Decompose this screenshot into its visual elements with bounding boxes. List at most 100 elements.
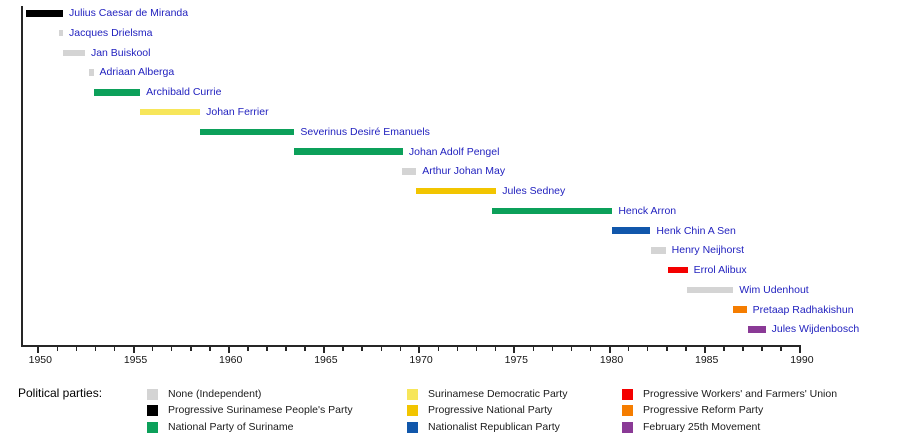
- axis-minor-tick: [209, 347, 211, 351]
- axis-tick-label: 1985: [695, 353, 719, 366]
- axis-minor-tick: [570, 347, 573, 351]
- axis-minor-tick: [456, 347, 459, 351]
- legend-swatch-pwfu: [622, 388, 633, 400]
- axis-minor-tick: [285, 347, 287, 351]
- legend-swatch-none: [147, 388, 158, 400]
- axis-minor-tick: [190, 347, 192, 351]
- axis-minor-tick: [723, 347, 725, 351]
- legend-label-psv: Progressive Surinamese People's Party: [168, 404, 353, 417]
- legend-swatch-f25m: [622, 421, 633, 433]
- timeline-bar: [733, 306, 747, 313]
- axis-major-tick: [798, 347, 801, 353]
- axis-minor-tick: [75, 347, 78, 351]
- timeline-bar: [140, 108, 201, 116]
- axis-minor-tick: [551, 347, 554, 351]
- axis-tick-label: 1960: [219, 353, 243, 366]
- legend-title: Political parties:: [18, 386, 103, 400]
- person-label[interactable]: Jacques Drielsma: [69, 26, 153, 39]
- timeline-bar: [200, 128, 295, 136]
- person-label[interactable]: Errol Alibux: [693, 264, 747, 277]
- person-label[interactable]: Adriaan Alberga: [99, 66, 175, 79]
- axis-minor-tick: [56, 347, 59, 351]
- axis-tick-label: 1970: [409, 353, 433, 366]
- person-label[interactable]: Pretaap Radhakishun: [752, 303, 854, 316]
- person-label[interactable]: Arthur Johan May: [422, 165, 506, 178]
- axis-major-tick: [418, 347, 421, 353]
- person-label[interactable]: Henry Neijhorst: [671, 244, 745, 257]
- person-label[interactable]: Archibald Currie: [146, 86, 222, 99]
- axis-major-tick: [322, 347, 325, 353]
- axis-major-tick: [227, 347, 230, 353]
- axis-minor-tick: [589, 347, 592, 351]
- axis-minor-tick: [628, 347, 630, 351]
- legend-swatch-prp: [622, 405, 633, 417]
- x-axis-line: [21, 345, 801, 347]
- axis-minor-tick: [152, 347, 154, 351]
- timeline-bar: [25, 10, 64, 17]
- timeline-bar: [416, 187, 497, 195]
- timeline-bar: [294, 148, 403, 155]
- axis-minor-tick: [475, 347, 478, 351]
- timeline-bar: [612, 227, 651, 234]
- axis-minor-tick: [647, 347, 649, 351]
- axis-minor-tick: [666, 347, 668, 351]
- axis-tick-label: 1955: [123, 353, 148, 366]
- axis-tick-label: 1950: [28, 353, 52, 366]
- axis-tick-label: 1980: [599, 353, 624, 366]
- axis-minor-tick: [247, 347, 249, 351]
- axis-minor-tick: [494, 347, 497, 351]
- legend-label-pnp: Progressive National Party: [428, 404, 553, 417]
- legend-swatch-nps: [147, 421, 158, 433]
- axis-minor-tick: [266, 347, 268, 351]
- legend-label-none: None (Independent): [168, 387, 262, 400]
- legend-label-prp: Progressive Reform Party: [643, 404, 764, 417]
- timeline-bar: [651, 247, 666, 254]
- legend-label-pwfu: Progressive Workers' and Farmers' Union: [643, 387, 838, 400]
- axis-minor-tick: [380, 347, 382, 351]
- timeline-bar: [748, 326, 766, 333]
- legend-swatch-sdp: [407, 388, 418, 400]
- timeline-bar: [63, 49, 85, 57]
- axis-major-tick: [703, 347, 706, 353]
- axis-minor-tick: [761, 347, 763, 351]
- person-label[interactable]: Severinus Desiré Emanuels: [300, 125, 430, 138]
- person-label[interactable]: Henck Arron: [618, 204, 677, 217]
- axis-major-tick: [513, 347, 516, 353]
- person-label[interactable]: Julius Caesar de Miranda: [69, 7, 189, 20]
- person-label[interactable]: Henk Chin A Sen: [656, 224, 736, 237]
- axis-tick-label: 1990: [790, 353, 814, 366]
- person-label[interactable]: Jules Sedney: [502, 185, 566, 198]
- axis-major-tick: [37, 347, 40, 353]
- timeline-bar: [59, 29, 64, 37]
- axis-minor-tick: [399, 347, 401, 351]
- legend-label-sdp: Surinamese Democratic Party: [428, 387, 568, 400]
- person-label[interactable]: Wim Udenhout: [739, 283, 809, 296]
- axis-minor-tick: [342, 347, 344, 351]
- axis-minor-tick: [685, 347, 687, 351]
- timeline-bar: [667, 266, 688, 274]
- axis-major-tick: [132, 347, 135, 353]
- person-label[interactable]: Johan Ferrier: [206, 106, 269, 118]
- axis-minor-tick: [437, 347, 440, 351]
- legend-swatch-pnp: [407, 405, 418, 417]
- legend-label-nps: National Party of Suriname: [168, 420, 294, 433]
- legend-swatch-pnr: [407, 421, 418, 433]
- axis-major-tick: [608, 347, 611, 353]
- axis-minor-tick: [304, 347, 306, 351]
- axis-minor-tick: [742, 347, 744, 351]
- axis-minor-tick: [171, 347, 173, 351]
- timeline-bar: [492, 207, 613, 215]
- axis-minor-tick: [113, 347, 116, 351]
- person-label[interactable]: Jan Buiskool: [90, 46, 151, 59]
- person-label[interactable]: Jules Wijdenbosch: [771, 323, 860, 336]
- legend-label-f25m: February 25th Movement: [643, 420, 761, 433]
- person-label[interactable]: Johan Adolf Pengel: [408, 145, 500, 158]
- timeline-bar: [686, 286, 734, 294]
- axis-minor-tick: [94, 347, 97, 351]
- timeline-bar: [88, 69, 94, 76]
- axis-minor-tick: [361, 347, 363, 351]
- timeline-bar: [93, 89, 141, 96]
- axis-tick-label: 1965: [314, 353, 338, 366]
- y-axis-line: [21, 6, 23, 347]
